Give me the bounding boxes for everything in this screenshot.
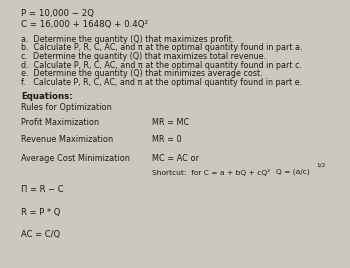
Text: C = 16,000 + 1648Q + 0.4Q²: C = 16,000 + 1648Q + 0.4Q² bbox=[21, 20, 148, 29]
Text: Π = R − C: Π = R − C bbox=[21, 185, 64, 194]
Text: Shortcut:  for C = a + bQ + cQ²: Shortcut: for C = a + bQ + cQ² bbox=[152, 169, 270, 176]
Text: AC = C/Q: AC = C/Q bbox=[21, 230, 60, 240]
Text: Revenue Maximization: Revenue Maximization bbox=[21, 135, 113, 144]
Text: Rules for Optimization: Rules for Optimization bbox=[21, 103, 112, 112]
Text: P = 10,000 − 2Q: P = 10,000 − 2Q bbox=[21, 9, 94, 18]
Text: Average Cost Minimization: Average Cost Minimization bbox=[21, 154, 130, 163]
Text: MR = 0: MR = 0 bbox=[152, 135, 182, 144]
Text: e.  Determine the quantity (Q) that minimizes average cost.: e. Determine the quantity (Q) that minim… bbox=[21, 69, 262, 78]
Text: Equations:: Equations: bbox=[21, 92, 73, 101]
Text: c.  Determine the quantity (Q) that maximizes total revenue.: c. Determine the quantity (Q) that maxim… bbox=[21, 52, 266, 61]
Text: Q = (a/c): Q = (a/c) bbox=[276, 169, 310, 175]
Text: 1/2: 1/2 bbox=[317, 163, 326, 168]
Text: R = P * Q: R = P * Q bbox=[21, 208, 60, 217]
Text: a.  Determine the quantity (Q) that maximizes profit.: a. Determine the quantity (Q) that maxim… bbox=[21, 35, 234, 44]
Text: d.  Calculate P, R, C, AC, and π at the optimal quantity found in part c.: d. Calculate P, R, C, AC, and π at the o… bbox=[21, 61, 302, 70]
Text: MC = AC or: MC = AC or bbox=[152, 154, 199, 163]
Text: b.  Calculate P, R, C, AC, and π at the optimal quantity found in part a.: b. Calculate P, R, C, AC, and π at the o… bbox=[21, 43, 302, 53]
Text: Profit Maximization: Profit Maximization bbox=[21, 118, 99, 128]
Text: MR = MC: MR = MC bbox=[152, 118, 189, 128]
Text: f.   Calculate P, R, C, AC, and π at the optimal quantity found in part e.: f. Calculate P, R, C, AC, and π at the o… bbox=[21, 78, 302, 87]
